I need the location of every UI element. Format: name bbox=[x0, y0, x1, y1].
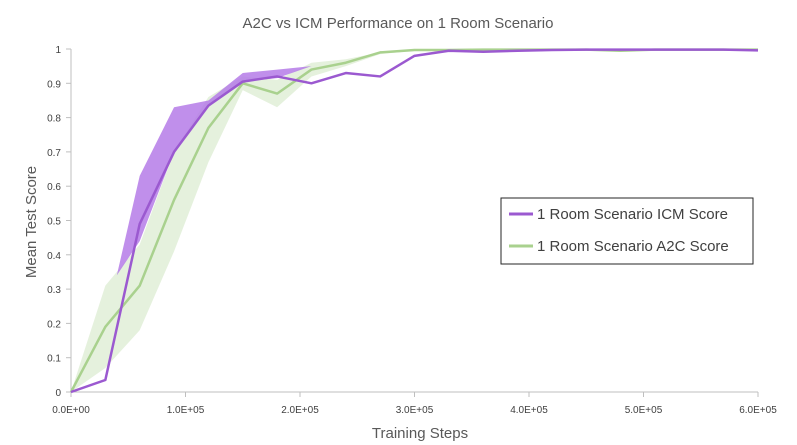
y-axis-ticks: 0 0.1 0.2 0.3 0.4 0.5 0.6 0.7 0.8 0.9 1 bbox=[47, 45, 71, 399]
legend: 1 Room Scenario ICM Score 1 Room Scenari… bbox=[500, 197, 754, 265]
x-tick-label: 0.0E+00 bbox=[52, 405, 90, 416]
x-tick-label: 1.0E+05 bbox=[167, 405, 205, 416]
x-axis-title: Training Steps bbox=[372, 425, 468, 442]
y-tick-label: 0.3 bbox=[47, 285, 61, 296]
band-icm bbox=[116, 66, 312, 276]
y-tick-label: 0.1 bbox=[47, 354, 61, 365]
legend-label-a2c: 1 Room Scenario A2C Score bbox=[537, 238, 729, 255]
y-tick-label: 1 bbox=[55, 45, 61, 56]
chart-title: A2C vs ICM Performance on 1 Room Scenari… bbox=[243, 15, 554, 32]
series-lines bbox=[69, 48, 759, 394]
series-line-icm bbox=[70, 48, 759, 394]
x-tick-label: 3.0E+05 bbox=[396, 405, 434, 416]
x-tick-label: 6.0E+05 bbox=[739, 405, 777, 416]
y-tick-label: 0.2 bbox=[47, 319, 61, 330]
legend-label-icm: 1 Room Scenario ICM Score bbox=[537, 206, 728, 223]
legend-box bbox=[500, 197, 754, 265]
y-tick-label: 0.5 bbox=[47, 217, 61, 228]
x-tick-label: 4.0E+05 bbox=[510, 405, 548, 416]
y-tick-label: 0.6 bbox=[47, 182, 61, 193]
x-axis-ticks: 0.0E+00 1.0E+05 2.0E+05 3.0E+05 4.0E+05 5.0E+… bbox=[52, 392, 777, 416]
y-axis-title: Mean Test Score bbox=[23, 166, 40, 278]
x-tick-label: 5.0E+05 bbox=[625, 405, 663, 416]
y-tick-label: 0.7 bbox=[47, 148, 61, 159]
band-a2c bbox=[71, 49, 415, 392]
y-tick-label: 0.9 bbox=[47, 79, 61, 90]
y-tick-label: 0 bbox=[55, 388, 61, 399]
y-tick-label: 0.4 bbox=[47, 251, 61, 262]
confidence-bands bbox=[71, 49, 415, 392]
y-tick-label: 0.8 bbox=[47, 114, 61, 125]
x-tick-label: 2.0E+05 bbox=[281, 405, 319, 416]
